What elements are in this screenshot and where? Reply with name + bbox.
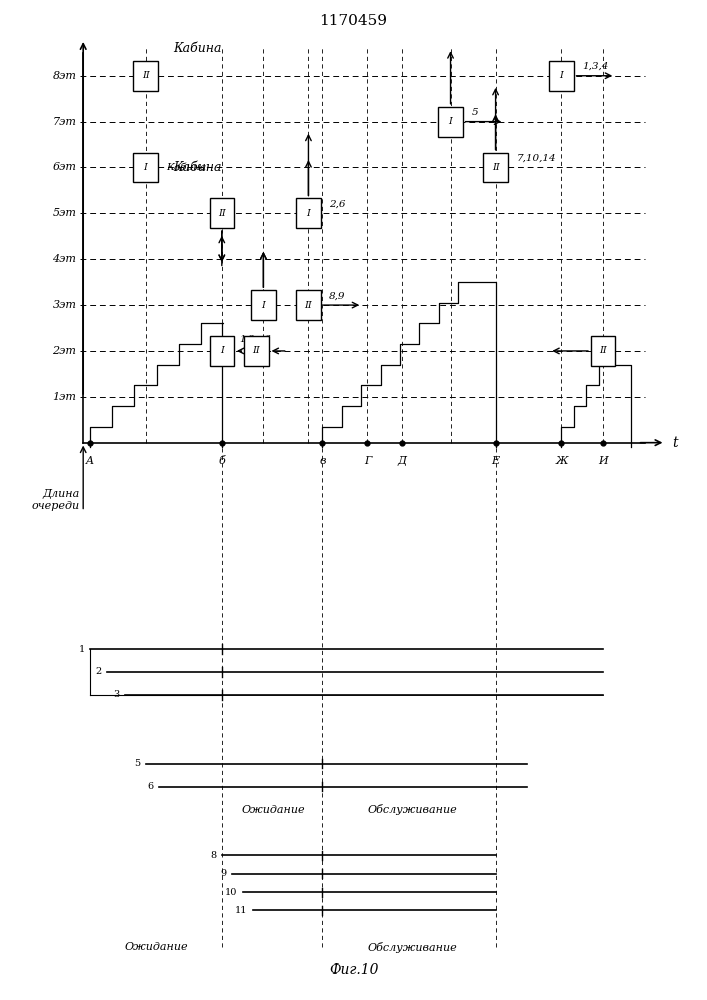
Text: II: II <box>305 301 312 310</box>
Text: 5эт: 5эт <box>52 208 76 218</box>
FancyBboxPatch shape <box>484 153 508 182</box>
Text: II: II <box>599 346 607 355</box>
Text: Обслуживание: Обслуживание <box>368 804 457 815</box>
Text: 2эт: 2эт <box>52 346 76 356</box>
Text: Е: Е <box>491 456 500 466</box>
Text: 6эт: 6эт <box>52 162 76 172</box>
Text: Ж: Ж <box>555 456 568 466</box>
Text: I: I <box>449 117 452 126</box>
Text: 5: 5 <box>472 108 478 117</box>
Text: I: I <box>307 209 310 218</box>
Text: Ожидание: Ожидание <box>242 805 305 815</box>
Text: II: II <box>218 209 226 218</box>
Text: Кабина: Кабина <box>166 163 206 172</box>
Text: 11: 11 <box>235 906 247 915</box>
FancyBboxPatch shape <box>549 61 573 91</box>
Text: 7эт: 7эт <box>52 117 76 127</box>
Text: 5: 5 <box>134 759 140 768</box>
Text: 8эт: 8эт <box>52 71 76 81</box>
Text: II: II <box>141 71 149 80</box>
Text: Г: Г <box>363 456 371 466</box>
Text: 1170459: 1170459 <box>320 14 387 28</box>
Text: 2,6: 2,6 <box>329 200 346 209</box>
Text: 9: 9 <box>221 869 227 878</box>
Text: Кабина: Кабина <box>173 42 222 55</box>
Text: 2: 2 <box>95 667 102 676</box>
Text: б: б <box>218 456 226 466</box>
Text: I: I <box>559 71 563 80</box>
Text: II: II <box>491 163 499 172</box>
Text: 3: 3 <box>113 690 119 699</box>
FancyBboxPatch shape <box>245 336 269 366</box>
Text: И: И <box>598 456 608 466</box>
Text: 3эт: 3эт <box>52 300 76 310</box>
Text: 6: 6 <box>148 782 154 791</box>
Text: 10: 10 <box>225 888 237 897</box>
Text: t: t <box>672 436 678 450</box>
Text: Длина
очереди: Длина очереди <box>32 489 80 511</box>
Text: 1,3,4: 1,3,4 <box>583 62 609 71</box>
Text: 7,10,14: 7,10,14 <box>516 154 556 163</box>
Text: 8,9: 8,9 <box>329 291 346 300</box>
FancyBboxPatch shape <box>210 336 234 366</box>
FancyBboxPatch shape <box>591 336 615 366</box>
FancyBboxPatch shape <box>251 290 276 320</box>
FancyBboxPatch shape <box>438 107 462 137</box>
FancyBboxPatch shape <box>296 290 320 320</box>
FancyBboxPatch shape <box>134 153 158 182</box>
Text: 4эт: 4эт <box>52 254 76 264</box>
FancyBboxPatch shape <box>134 61 158 91</box>
Text: Обслуживание: Обслуживание <box>368 942 457 953</box>
Text: Ожидание: Ожидание <box>124 942 188 952</box>
Text: Кабина: Кабина <box>173 161 222 174</box>
Text: Фиг.10: Фиг.10 <box>329 963 378 977</box>
Text: I: I <box>262 301 265 310</box>
Text: 8: 8 <box>210 851 216 860</box>
Text: 1,2—6: 1,2—6 <box>239 335 271 344</box>
Text: 1: 1 <box>78 645 85 654</box>
FancyBboxPatch shape <box>210 198 234 228</box>
Text: 1эт: 1эт <box>52 392 76 402</box>
Text: Д: Д <box>397 456 407 466</box>
Text: I: I <box>144 163 148 172</box>
Text: II: II <box>252 346 260 355</box>
FancyBboxPatch shape <box>296 198 320 228</box>
Text: в: в <box>319 456 325 466</box>
Text: A: A <box>86 456 94 466</box>
Text: I: I <box>220 346 223 355</box>
